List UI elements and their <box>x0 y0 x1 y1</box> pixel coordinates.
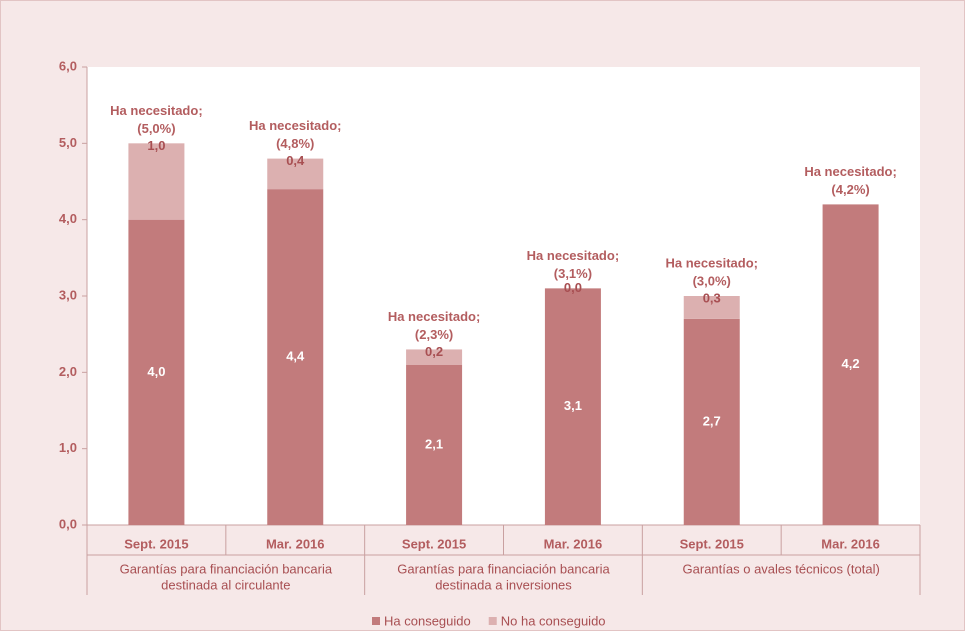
bar-segment <box>544 288 601 525</box>
y-tick-label: 3,0 <box>59 287 77 302</box>
bar-segment <box>406 364 463 525</box>
annotation: (2,3%) <box>415 327 453 342</box>
data-label: 4,2 <box>842 356 860 371</box>
annotation: (5,0%) <box>137 121 175 136</box>
bar-segment <box>267 189 324 525</box>
bar-segment <box>128 219 185 525</box>
bar-segment <box>822 204 879 525</box>
bar-segment <box>683 296 740 319</box>
annotation: Ha necesitado; <box>804 164 896 179</box>
x-tick-label: Mar. 2016 <box>821 536 880 551</box>
bar-segment <box>128 143 185 220</box>
x-tick-label: Mar. 2016 <box>544 536 603 551</box>
annotation: Ha necesitado; <box>388 309 480 324</box>
data-label: 3,1 <box>564 398 582 413</box>
bar-segment <box>683 318 740 525</box>
annotation: (4,8%) <box>276 136 314 151</box>
annotation: Ha necesitado; <box>249 118 341 133</box>
bar-segment <box>406 349 463 365</box>
data-label: 1,0 <box>147 138 165 153</box>
data-label: 0,4 <box>286 153 305 168</box>
legend-swatch <box>372 617 380 625</box>
annotation: (3,0%) <box>693 273 731 288</box>
data-label: 2,7 <box>703 413 721 428</box>
annotation: Ha necesitado; <box>527 248 619 263</box>
y-tick-label: 2,0 <box>59 364 77 379</box>
bar-segment <box>267 158 324 190</box>
group-label: destinada a inversiones <box>435 577 572 592</box>
annotation: Ha necesitado; <box>666 255 758 270</box>
x-tick-label: Sept. 2015 <box>124 536 188 551</box>
annotation: Ha necesitado; <box>110 103 202 118</box>
y-tick-label: 1,0 <box>59 440 77 455</box>
data-label: 0,2 <box>425 344 443 359</box>
group-label: destinada al circulante <box>161 577 290 592</box>
data-label: 4,0 <box>147 364 165 379</box>
annotation: (4,2%) <box>831 182 869 197</box>
x-tick-label: Sept. 2015 <box>402 536 466 551</box>
group-label: Garantías para financiación bancaria <box>397 561 610 576</box>
y-tick-label: 0,0 <box>59 516 77 531</box>
group-label: Garantías para financiación bancaria <box>120 561 333 576</box>
data-label: 0,3 <box>703 290 721 305</box>
data-label: 0,0 <box>564 280 582 295</box>
data-label: 4,4 <box>286 349 305 364</box>
legend-label: No ha conseguido <box>501 613 606 628</box>
y-tick-label: 5,0 <box>59 135 77 150</box>
plot-area <box>87 67 920 525</box>
legend-label: Ha conseguido <box>384 613 471 628</box>
x-tick-label: Sept. 2015 <box>680 536 744 551</box>
y-tick-label: 6,0 <box>59 58 77 73</box>
y-tick-label: 4,0 <box>59 211 77 226</box>
legend-swatch <box>488 617 497 625</box>
group-label: Garantías o avales técnicos (total) <box>683 561 880 576</box>
annotation: (3,1%) <box>554 266 592 281</box>
x-tick-label: Mar. 2016 <box>266 536 325 551</box>
data-label: 2,1 <box>425 436 443 451</box>
